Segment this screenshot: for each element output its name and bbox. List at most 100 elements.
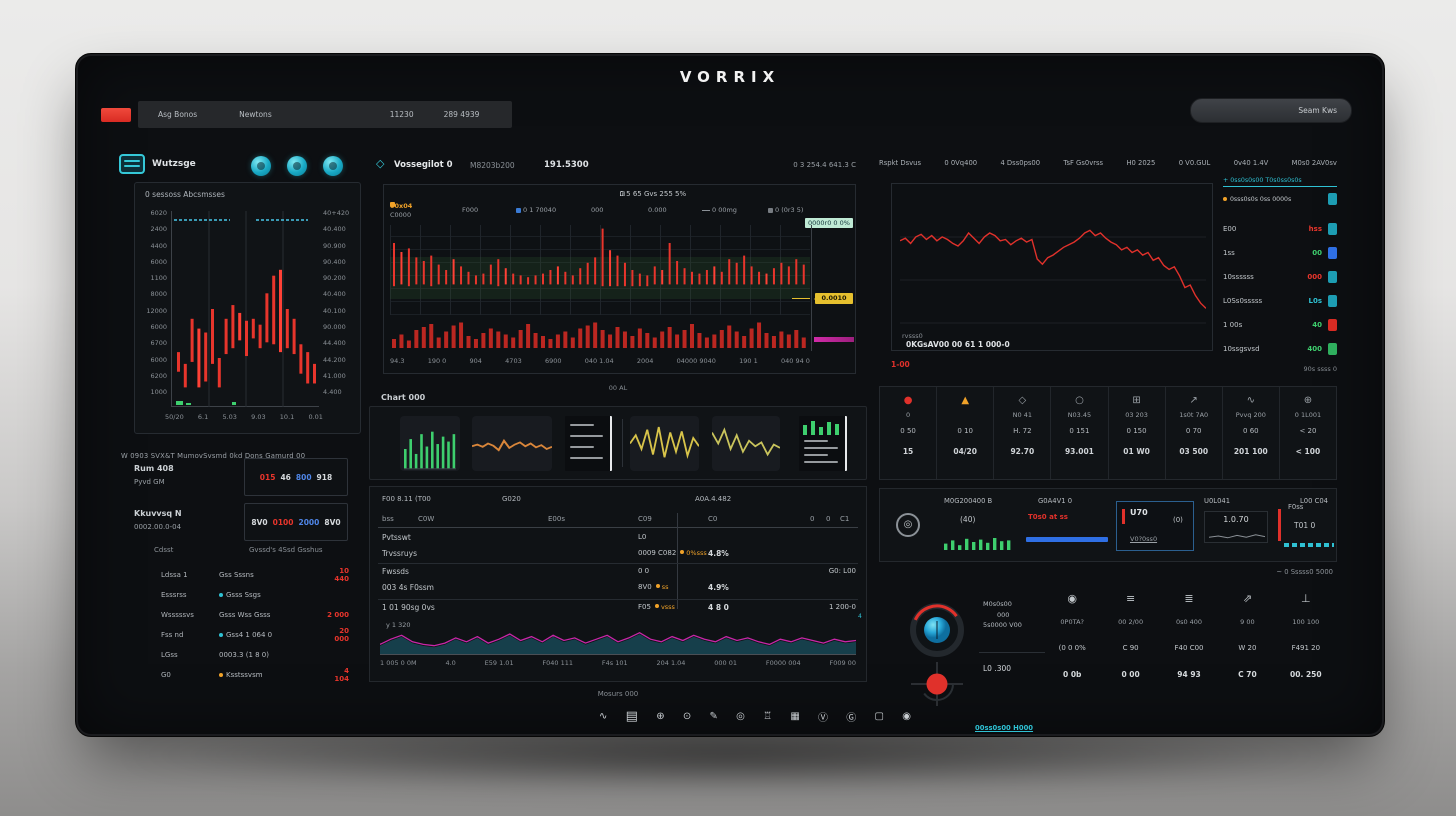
row-rule-2: [378, 599, 858, 600]
list-item[interactable]: Fss nd Gss4 1 064 0 20 000: [121, 627, 361, 643]
record-icon[interactable]: ◉: [902, 710, 911, 722]
table-row-label[interactable]: Fwssds: [382, 567, 409, 576]
thumb-olive-line[interactable]: [712, 416, 780, 471]
wallet-icon[interactable]: ▤: [625, 708, 638, 724]
watchlist-header[interactable]: + 0ss0s0s00 T0s0ss0s0s: [1223, 177, 1337, 187]
watchlist-row[interactable]: 10ssssss 000: [1223, 269, 1337, 285]
indicator-box[interactable]: U70 (0) V0?0ss0: [1116, 501, 1194, 551]
watchlist-badge: [1328, 223, 1337, 235]
target-icon[interactable]: ⊙: [682, 710, 692, 722]
gauge-stat-column[interactable]: ◉ 0P0TA? (0 0 0% 0 0b: [1043, 592, 1101, 732]
watchlist-subrow[interactable]: 0sss0s0s 0ss 0000s: [1223, 193, 1337, 205]
stat-value-1: 0 60: [1243, 427, 1259, 435]
alert-button[interactable]: [101, 108, 131, 122]
gauge-stat-value-2: 0 00: [1121, 670, 1140, 679]
list-item[interactable]: Wsssssvs Gsss Wss Gsss 2 000: [121, 608, 361, 622]
stat-value-box-2[interactable]: 8V0 0100 2000 8V0: [244, 503, 348, 541]
watchlist-row[interactable]: L0Ss0sssss L0s: [1223, 293, 1337, 309]
table-row-label[interactable]: Trvssruys: [382, 549, 417, 558]
list-item[interactable]: Ldssa 1 Gss Sssns 10 440: [121, 567, 361, 583]
gauge-stat-column[interactable]: ⊥ 100 100 F491 20 00. 250: [1277, 592, 1335, 732]
stat-value-box-1[interactable]: 015 46 800 918: [244, 458, 348, 496]
stat-column[interactable]: ∿ Pvvq 200 0 60 201 100: [1221, 387, 1279, 479]
red-line-chart: [900, 229, 1206, 324]
info-icon[interactable]: ◎: [736, 710, 745, 722]
watchlist-row[interactable]: 10ssgsvsd 400: [1223, 341, 1337, 357]
corner-mark: 4: [858, 613, 862, 620]
stat-sublabel-1: Pyvd GM: [134, 478, 165, 486]
stat-column[interactable]: ▲ 0 10 04/20: [936, 387, 993, 479]
g-icon[interactable]: Ⓖ: [846, 712, 857, 724]
stat-part: 015: [259, 472, 276, 482]
key-icon[interactable]: ♖: [763, 710, 773, 722]
right-tab-5[interactable]: 0 V0.GUL: [1178, 159, 1211, 167]
thumb-mixed[interactable]: [799, 416, 847, 471]
nav-item-2[interactable]: 11230: [389, 110, 414, 119]
stat-value-2: 15: [902, 447, 914, 456]
mini-sparkline: [1209, 534, 1265, 539]
candles-svg: [393, 228, 805, 287]
indicator-value-box[interactable]: 1.0.70: [1204, 511, 1268, 543]
table-row-extra: vsss: [660, 603, 675, 611]
orange-dot-icon: [1223, 197, 1227, 201]
stop-icon[interactable]: ▢: [874, 710, 884, 722]
chart-icon[interactable]: ∿: [599, 710, 608, 722]
col-header-0: bss: [382, 515, 394, 523]
watchlist-footer: 90s ssss 0: [1303, 365, 1337, 373]
table-row-label[interactable]: 1 01 90sg 0vs: [382, 603, 435, 612]
stat-column[interactable]: ○ N03.45 0 151 93.001: [1050, 387, 1107, 479]
right-tab-4[interactable]: H0 2025: [1126, 159, 1156, 167]
list-item[interactable]: Esssrss Gsss Ssgs: [121, 588, 361, 602]
right-tab-7[interactable]: M0s0 2AV0sv: [1291, 159, 1337, 167]
stat-column[interactable]: ● 0 0 50 15: [880, 387, 936, 479]
list-item[interactable]: LGss 0003.3 (1 8 0): [121, 648, 361, 662]
gauge-stat-column[interactable]: ⇗ 9 00 W 20 C 70: [1218, 592, 1276, 732]
settings-icon[interactable]: [323, 156, 343, 176]
gauge-mid-value: L0 .300: [983, 664, 1012, 673]
area-chart-label: y 1 320: [386, 621, 411, 629]
stat-label-2: Kkuvvsq N: [134, 509, 182, 518]
nav-item-3[interactable]: 289 4939: [443, 110, 480, 119]
clock-icon[interactable]: [287, 156, 307, 176]
table-row-label[interactable]: Pvtsswt: [382, 533, 411, 542]
header-right-stats: 0 3 254.4 641.3 C: [793, 161, 856, 169]
watchlist-row[interactable]: 1 00s 40: [1223, 317, 1337, 333]
nav-item-0[interactable]: Asg Bonos: [158, 110, 198, 119]
stat-column[interactable]: ⊕ 0 1L001 < 20 < 100: [1278, 387, 1336, 479]
gauge-stat-column[interactable]: ≡ 00 2/00 C 90 0 00: [1101, 592, 1159, 732]
gauge-stat-column[interactable]: ≣ 0s0 400 F40 C00 94 93: [1160, 592, 1218, 732]
list-item[interactable]: G0 Ksstssvsm 4 104: [121, 667, 361, 683]
briefcase-icon[interactable]: ▦: [790, 710, 800, 722]
globe-icon[interactable]: ⊕: [656, 710, 665, 722]
right-tab-6[interactable]: 0v40 1.4V: [1233, 159, 1269, 167]
right-tab-1[interactable]: 0 0Vq400: [944, 159, 978, 167]
right-tab-2[interactable]: 4 Dss0ps00: [1000, 159, 1041, 167]
legend-swatch: [390, 202, 395, 207]
thumb-yellow-line[interactable]: [630, 416, 699, 471]
gauge-footer-link[interactable]: 00ss0s00 H000: [975, 724, 1034, 732]
watchlist-symbol: 1 00s: [1223, 321, 1243, 329]
sidebar-chart-panel: 0 sessoss Abcsmsses 6020 2400 4400 6000 1100…: [134, 182, 361, 434]
x-tick: 6.1: [197, 413, 209, 421]
thumb-orange-line[interactable]: [472, 416, 552, 471]
indicator-box-link[interactable]: V0?0ss0: [1130, 535, 1158, 543]
right-tab-0[interactable]: Rspkt Dsvus: [879, 159, 921, 167]
pen-icon[interactable]: ✎: [709, 710, 718, 722]
layers-icon: [119, 154, 145, 174]
stat-label: [937, 411, 993, 427]
thumb-green-bars[interactable]: [400, 416, 460, 471]
nav-item-1[interactable]: Newtons: [239, 110, 272, 119]
stat-column[interactable]: ◇ N0 41 H. 72 92.70: [993, 387, 1050, 479]
stat-column[interactable]: ⊞ 03 203 0 150 01 W0: [1107, 387, 1165, 479]
y-tick: 90.000: [323, 323, 346, 332]
pie-chart-icon[interactable]: [251, 156, 271, 176]
thumb-report[interactable]: [565, 416, 612, 471]
right-tab-3[interactable]: TsF Gs0vrss: [1063, 159, 1104, 167]
watchlist-row[interactable]: E00 hss: [1223, 221, 1337, 237]
watchlist-row[interactable]: 1ss 00: [1223, 245, 1337, 261]
check-circle-icon[interactable]: Ⓥ: [818, 712, 829, 724]
stat-column[interactable]: ↗ 1s0t 7A0 0 70 03 500: [1164, 387, 1222, 479]
table-row-label[interactable]: 003 4s F0ssm: [382, 583, 434, 592]
search-input[interactable]: [1191, 99, 1351, 122]
candlestick-chart[interactable]: [390, 225, 810, 315]
